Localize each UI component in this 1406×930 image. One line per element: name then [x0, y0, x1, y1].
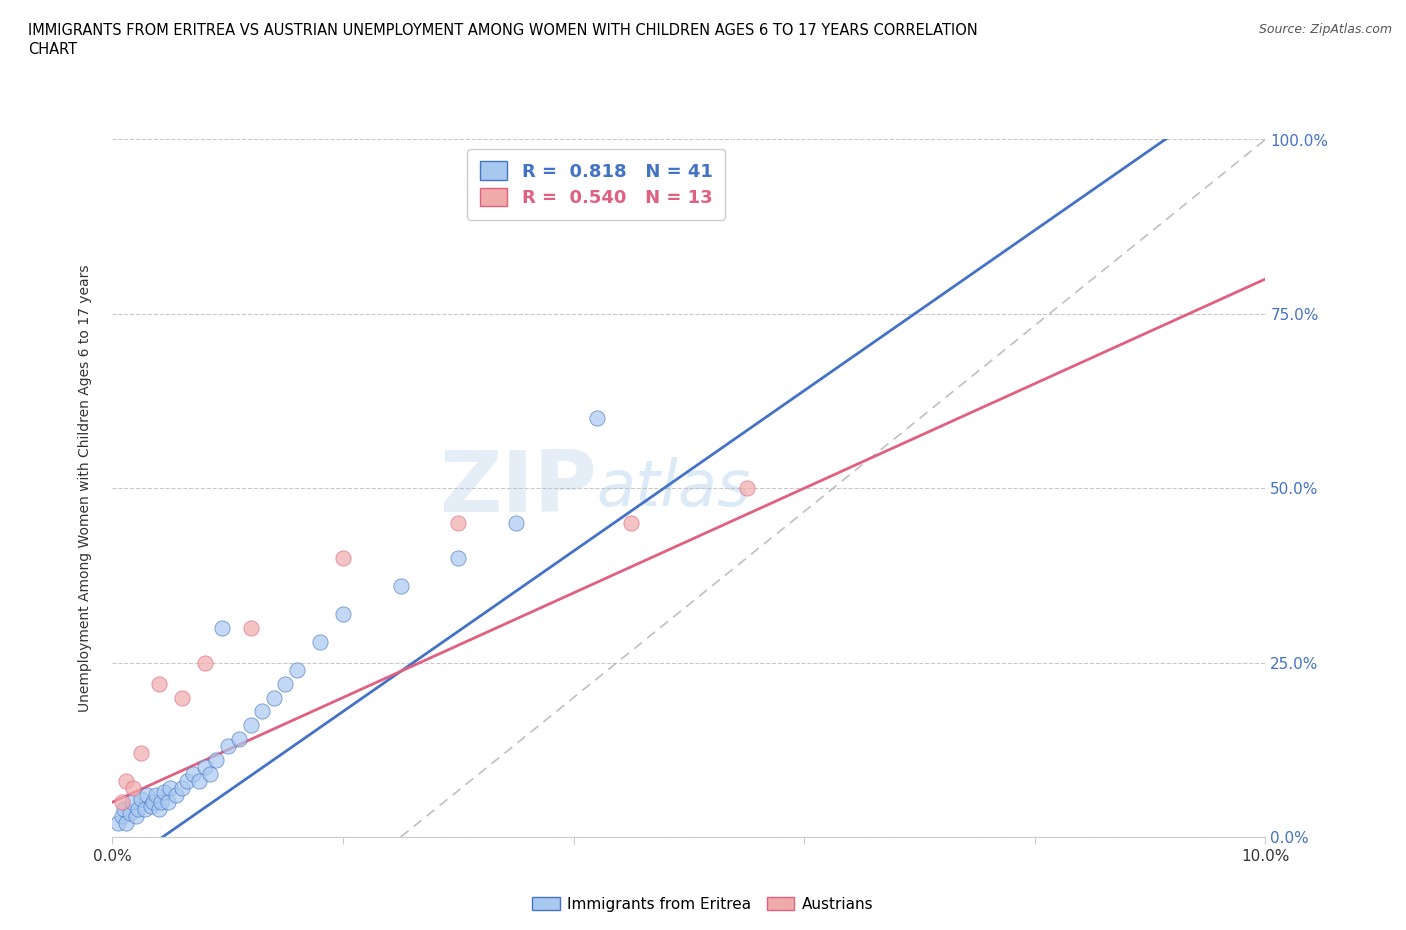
Point	[505, 515, 527, 530]
Point	[170, 690, 193, 705]
Point	[118, 805, 141, 820]
Point	[129, 791, 153, 806]
Point	[111, 794, 134, 809]
Point	[170, 781, 193, 796]
Point	[194, 656, 217, 671]
Legend: R =  0.818   N = 41, R =  0.540   N = 13: R = 0.818 N = 41, R = 0.540 N = 13	[467, 149, 725, 219]
Point	[111, 809, 134, 824]
Point	[121, 794, 143, 809]
Point	[217, 738, 239, 753]
Point	[129, 746, 153, 761]
Text: Source: ZipAtlas.com: Source: ZipAtlas.com	[1258, 23, 1392, 36]
Point	[200, 766, 222, 781]
Point	[145, 788, 167, 803]
Text: IMMIGRANTS FROM ERITREA VS AUSTRIAN UNEMPLOYMENT AMONG WOMEN WITH CHILDREN AGES : IMMIGRANTS FROM ERITREA VS AUSTRIAN UNEM…	[28, 23, 977, 38]
Point	[205, 753, 228, 768]
Point	[112, 802, 135, 817]
Point	[139, 798, 162, 813]
Point	[165, 788, 187, 803]
Text: CHART: CHART	[28, 42, 77, 57]
Point	[263, 690, 285, 705]
Point	[148, 676, 170, 691]
Point	[142, 794, 165, 809]
Point	[735, 481, 758, 496]
Point	[134, 802, 156, 817]
Point	[239, 718, 262, 733]
Text: ZIP: ZIP	[439, 446, 596, 530]
Point	[285, 662, 308, 677]
Point	[211, 620, 233, 635]
Point	[332, 606, 354, 621]
Point	[181, 766, 204, 781]
Point	[274, 676, 297, 691]
Point	[136, 788, 159, 803]
Point	[153, 784, 176, 799]
Point	[107, 816, 129, 830]
Point	[188, 774, 211, 789]
Point	[124, 809, 146, 824]
Point	[115, 774, 138, 789]
Point	[156, 794, 179, 809]
Point	[228, 732, 250, 747]
Point	[332, 551, 354, 565]
Point	[149, 794, 172, 809]
Point	[176, 774, 198, 789]
Point	[309, 634, 332, 649]
Point	[194, 760, 217, 775]
Point	[122, 781, 145, 796]
Y-axis label: Unemployment Among Women with Children Ages 6 to 17 years: Unemployment Among Women with Children A…	[77, 264, 91, 712]
Point	[598, 180, 620, 196]
Text: atlas: atlas	[596, 458, 751, 519]
Point	[447, 551, 470, 565]
Point	[389, 578, 412, 593]
Legend: Immigrants from Eritrea, Austrians: Immigrants from Eritrea, Austrians	[526, 890, 880, 918]
Point	[447, 515, 470, 530]
Point	[620, 515, 643, 530]
Point	[127, 802, 149, 817]
Point	[252, 704, 274, 719]
Point	[115, 816, 138, 830]
Point	[585, 411, 607, 426]
Point	[148, 802, 170, 817]
Point	[159, 781, 181, 796]
Point	[239, 620, 262, 635]
